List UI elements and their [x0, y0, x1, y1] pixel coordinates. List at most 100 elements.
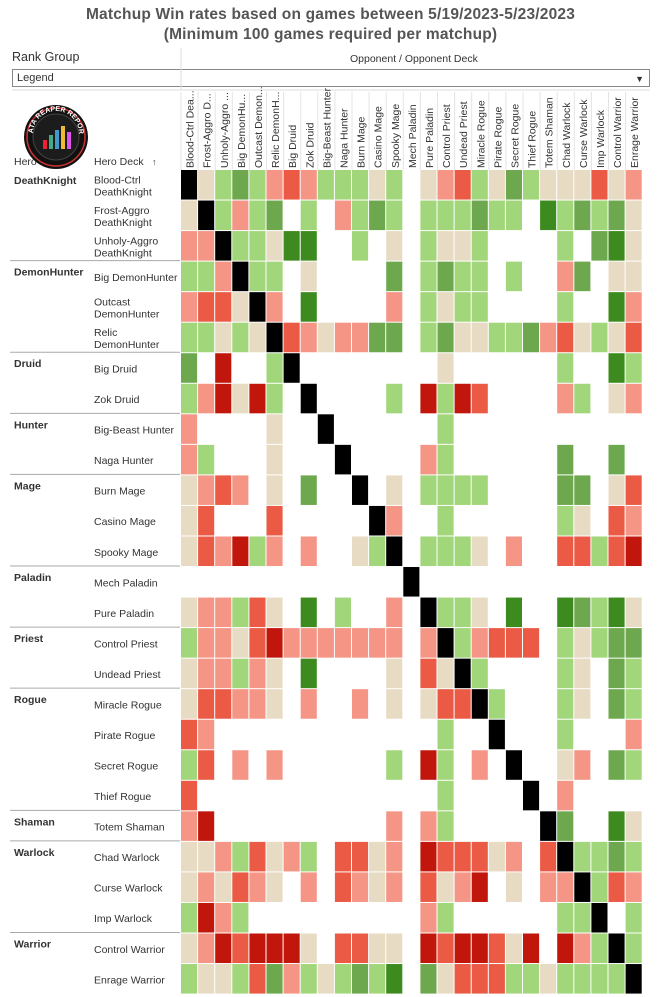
heatmap-cell[interactable] — [198, 597, 215, 628]
heatmap-cell[interactable] — [471, 414, 488, 444]
heatmap-cell[interactable] — [574, 719, 591, 750]
heatmap-cell[interactable] — [505, 536, 522, 567]
heatmap-cell[interactable] — [266, 231, 283, 261]
heatmap-cell[interactable] — [523, 811, 540, 841]
heatmap-cell[interactable] — [352, 933, 369, 964]
heatmap-cell[interactable] — [608, 170, 625, 200]
heatmap-cell[interactable] — [198, 261, 215, 292]
heatmap-cell[interactable] — [386, 231, 403, 261]
row-label[interactable]: Miracle Rogue — [94, 699, 162, 711]
heatmap-cell[interactable] — [334, 505, 351, 536]
heatmap-cell[interactable] — [300, 475, 317, 505]
heatmap-cell[interactable] — [334, 292, 351, 322]
heatmap-cell[interactable] — [317, 872, 334, 902]
heatmap-cell[interactable] — [334, 841, 351, 872]
heatmap-cell[interactable] — [557, 322, 574, 353]
heatmap-cell[interactable] — [437, 964, 454, 994]
heatmap-cell[interactable] — [471, 750, 488, 780]
heatmap-cell[interactable] — [352, 628, 369, 658]
heatmap-cell[interactable] — [608, 231, 625, 261]
heatmap-cell[interactable] — [403, 383, 420, 414]
heatmap-cell[interactable] — [420, 231, 437, 261]
heatmap-cell[interactable] — [249, 750, 266, 780]
heatmap-cell[interactable] — [266, 811, 283, 841]
heatmap-cell[interactable] — [232, 841, 249, 872]
heatmap-cell[interactable] — [386, 567, 403, 597]
heatmap-cell[interactable] — [403, 750, 420, 780]
row-label[interactable]: Naga Hunter — [94, 455, 154, 467]
heatmap-cell[interactable] — [437, 628, 454, 658]
heatmap-cell[interactable] — [488, 872, 505, 902]
heatmap-cell[interactable] — [283, 292, 300, 322]
heatmap-cell[interactable] — [454, 719, 471, 750]
heatmap-cell[interactable] — [557, 780, 574, 811]
row-label[interactable]: Chad Warlock — [94, 852, 160, 864]
heatmap-cell[interactable] — [591, 444, 608, 475]
heatmap-cell[interactable] — [317, 444, 334, 475]
heatmap-cell[interactable] — [300, 658, 317, 689]
heatmap-cell[interactable] — [403, 658, 420, 689]
heatmap-cell[interactable] — [249, 200, 266, 231]
heatmap-cell[interactable] — [181, 872, 198, 902]
heatmap-cell[interactable] — [420, 719, 437, 750]
heatmap-cell[interactable] — [369, 964, 386, 994]
heatmap-cell[interactable] — [608, 414, 625, 444]
heatmap-cell[interactable] — [232, 475, 249, 505]
heatmap-cell[interactable] — [625, 933, 642, 964]
heatmap-cell[interactable] — [471, 383, 488, 414]
heatmap-cell[interactable] — [420, 902, 437, 933]
heatmap-cell[interactable] — [591, 628, 608, 658]
heatmap-cell[interactable] — [369, 322, 386, 353]
heatmap-cell[interactable] — [266, 505, 283, 536]
heatmap-cell[interactable] — [488, 567, 505, 597]
heatmap-cell[interactable] — [540, 780, 557, 811]
heatmap-cell[interactable] — [437, 750, 454, 780]
heatmap-cell[interactable] — [232, 505, 249, 536]
heatmap-cell[interactable] — [300, 536, 317, 567]
heatmap-cell[interactable] — [232, 170, 249, 200]
heatmap-cell[interactable] — [386, 689, 403, 719]
heatmap-cell[interactable] — [488, 353, 505, 383]
heatmap-cell[interactable] — [420, 261, 437, 292]
column-header[interactable]: Big Druid — [287, 125, 299, 168]
heatmap-cell[interactable] — [488, 475, 505, 505]
heatmap-cell[interactable] — [317, 292, 334, 322]
heatmap-cell[interactable] — [181, 567, 198, 597]
heatmap-cell[interactable] — [334, 872, 351, 902]
heatmap-cell[interactable] — [352, 658, 369, 689]
heatmap-cell[interactable] — [266, 567, 283, 597]
heatmap-cell[interactable] — [181, 261, 198, 292]
row-label[interactable]: Relic DemonHunter — [94, 327, 160, 351]
heatmap-cell[interactable] — [540, 719, 557, 750]
heatmap-cell[interactable] — [608, 719, 625, 750]
heatmap-cell[interactable] — [215, 689, 232, 719]
heatmap-cell[interactable] — [386, 872, 403, 902]
heatmap-cell[interactable] — [249, 689, 266, 719]
heatmap-cell[interactable] — [266, 841, 283, 872]
heatmap-cell[interactable] — [266, 780, 283, 811]
heatmap-cell[interactable] — [574, 170, 591, 200]
heatmap-cell[interactable] — [420, 811, 437, 841]
heatmap-cell[interactable] — [403, 964, 420, 994]
heatmap-cell[interactable] — [608, 353, 625, 383]
heatmap-cell[interactable] — [266, 200, 283, 231]
heatmap-cell[interactable] — [591, 231, 608, 261]
heatmap-cell[interactable] — [625, 719, 642, 750]
heatmap-cell[interactable] — [403, 780, 420, 811]
heatmap-cell[interactable] — [523, 841, 540, 872]
heatmap-cell[interactable] — [403, 200, 420, 231]
heatmap-cell[interactable] — [386, 902, 403, 933]
column-header[interactable]: Pure Paladin — [424, 108, 436, 168]
heatmap-cell[interactable] — [300, 292, 317, 322]
heatmap-cell[interactable] — [608, 383, 625, 414]
heatmap-cell[interactable] — [300, 597, 317, 628]
heatmap-cell[interactable] — [403, 170, 420, 200]
heatmap-cell[interactable] — [608, 444, 625, 475]
heatmap-cell[interactable] — [591, 750, 608, 780]
heatmap-cell[interactable] — [540, 750, 557, 780]
heatmap-cell[interactable] — [437, 811, 454, 841]
heatmap-cell[interactable] — [557, 444, 574, 475]
column-header[interactable]: Enrage Warrior — [629, 97, 641, 168]
heatmap-cell[interactable] — [437, 353, 454, 383]
heatmap-cell[interactable] — [437, 719, 454, 750]
